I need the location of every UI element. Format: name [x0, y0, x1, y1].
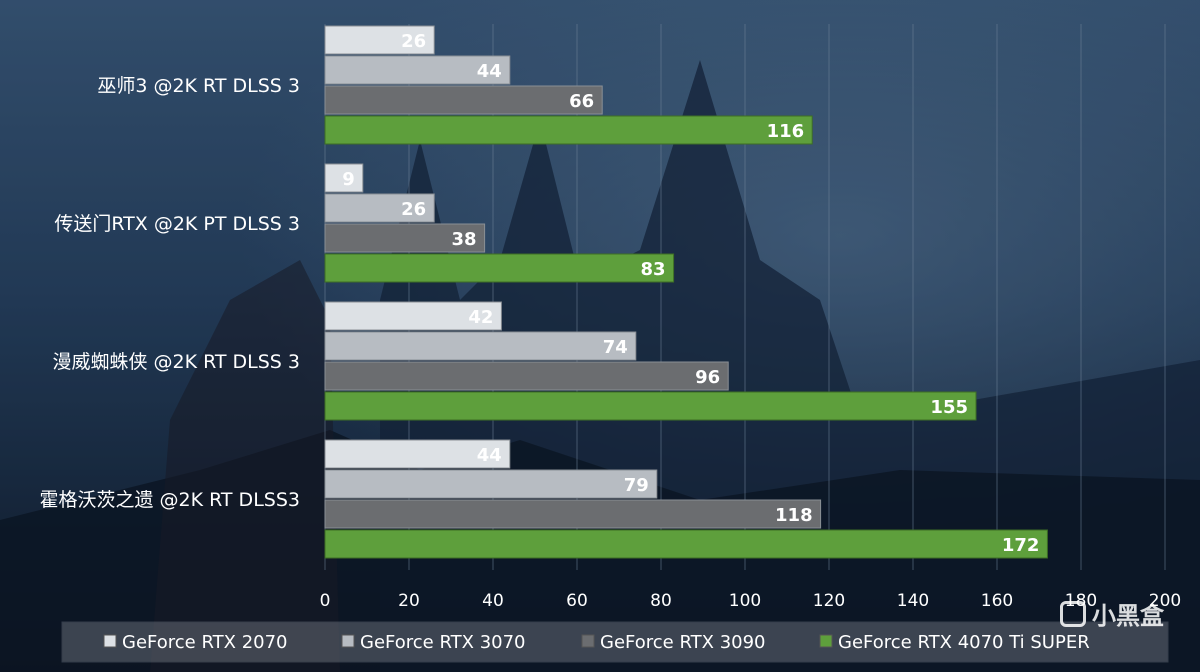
bar-value-label: 66 — [569, 91, 594, 112]
bar — [325, 392, 976, 420]
legend-label: GeForce RTX 3090 — [600, 632, 766, 653]
bar-value-label: 9 — [342, 169, 355, 190]
bar — [325, 470, 657, 498]
bar-value-label: 96 — [695, 367, 720, 388]
bars: 26 44 66 116 9 26 38 83 42 74 96 155 44 79 118 172 — [325, 26, 1047, 558]
bar-value-label: 38 — [452, 229, 477, 250]
legend: GeForce RTX 2070 GeForce RTX 3070 GeForce … — [62, 622, 1168, 662]
x-tick-label: 0 — [320, 591, 331, 611]
bar — [325, 500, 821, 528]
bar — [325, 332, 636, 360]
bar — [325, 116, 812, 144]
bar-value-label: 118 — [775, 505, 813, 526]
bar-value-label: 155 — [930, 397, 968, 418]
category-label: 巫师3 @2K RT DLSS 3 — [97, 75, 300, 97]
legend-label: GeForce RTX 2070 — [122, 632, 288, 653]
x-tick-label: 60 — [566, 591, 588, 611]
bar-value-label: 83 — [641, 259, 666, 280]
bar-value-label: 42 — [468, 307, 493, 328]
category-label: 传送门RTX @2K PT DLSS 3 — [54, 213, 300, 235]
category-label: 漫威蜘蛛侠 @2K RT DLSS 3 — [52, 351, 300, 373]
legend-label: GeForce RTX 4070 Ti SUPER — [838, 632, 1090, 653]
bar — [325, 530, 1047, 558]
bar-value-label: 44 — [477, 445, 502, 466]
legend-swatch — [342, 635, 354, 647]
category-labels: 巫师3 @2K RT DLSS 3 传送门RTX @2K PT DLSS 3 漫威蜘… — [39, 75, 300, 511]
x-tick-label: 20 — [398, 591, 420, 611]
bar — [325, 362, 728, 390]
x-tick-label: 40 — [482, 591, 504, 611]
legend-label: GeForce RTX 3070 — [360, 632, 526, 653]
legend-swatch — [820, 635, 832, 647]
legend-swatch — [582, 635, 594, 647]
brand-logo-icon — [1060, 601, 1086, 627]
bar-value-label: 26 — [401, 199, 426, 220]
bar-value-label: 44 — [477, 61, 502, 82]
x-tick-label: 80 — [650, 591, 672, 611]
x-tick-label: 100 — [729, 591, 761, 611]
bar-value-label: 172 — [1002, 535, 1040, 556]
bar — [325, 86, 602, 114]
x-axis-ticks: 0 20 40 60 80 100 120 140 160 180 200 — [320, 591, 1182, 611]
watermark-text: 小黑盒 — [1092, 596, 1164, 631]
bar-value-label: 26 — [401, 31, 426, 52]
bar-value-label: 74 — [603, 337, 628, 358]
bar-value-label: 79 — [624, 475, 649, 496]
watermark: 小黑盒 — [1060, 596, 1164, 631]
bar-chart: 26 44 66 116 9 26 38 83 42 74 96 155 44 79 118 172 巫师3 … — [0, 0, 1200, 672]
bar-value-label: 116 — [767, 121, 805, 142]
x-tick-label: 120 — [813, 591, 845, 611]
legend-swatch — [104, 635, 116, 647]
x-tick-label: 140 — [897, 591, 929, 611]
x-tick-label: 160 — [981, 591, 1013, 611]
bar — [325, 254, 674, 282]
category-label: 霍格沃茨之遗 @2K RT DLSS3 — [39, 489, 300, 511]
